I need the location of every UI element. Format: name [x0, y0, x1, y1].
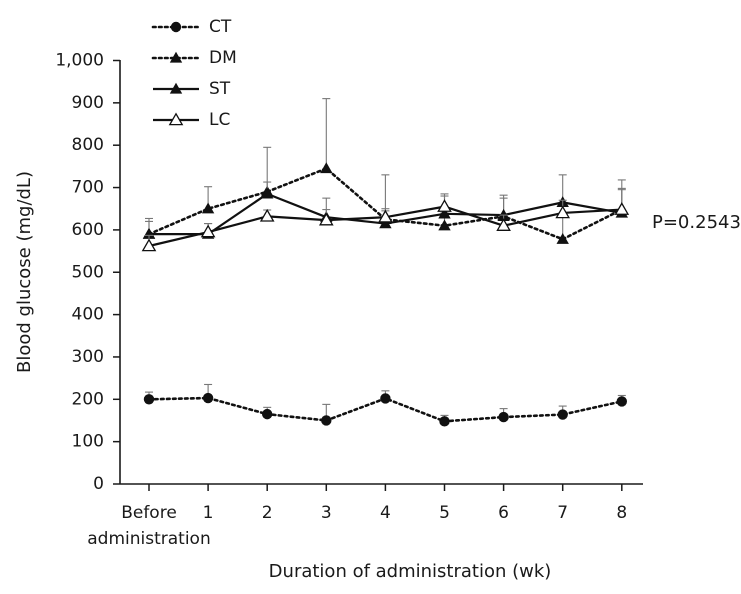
data-point-ct [202, 392, 214, 404]
data-point-ct [616, 396, 627, 407]
data-point-lc [318, 212, 334, 226]
data-point-lc [496, 218, 511, 231]
data-point-ct [498, 411, 509, 423]
data-point-st [261, 187, 274, 199]
data-point-ct [321, 415, 332, 426]
x-tick-label: administration [87, 529, 210, 549]
y-tick-label: 800 [72, 135, 104, 155]
data-point-ct [380, 393, 391, 404]
y-tick-label: 700 [72, 178, 104, 198]
data-point-dm [201, 202, 215, 214]
x-axis-title: Duration of administration (wk) [269, 561, 552, 582]
x-tick-label: 4 [380, 503, 391, 523]
y-tick-label: 100 [72, 432, 104, 452]
y-tick-label: 500 [72, 262, 104, 282]
series-layer [141, 98, 630, 427]
data-point-lc [614, 202, 630, 215]
data-point-ct [557, 409, 568, 420]
legend: CT DM ST LC [151, 17, 237, 130]
x-tick-label: 7 [557, 503, 568, 523]
legend-label-dm: DM [209, 48, 237, 68]
series-lc [141, 179, 630, 252]
data-point-ct [143, 394, 155, 405]
p-value-annotation: P=0.2543 [652, 212, 741, 233]
legend-marker-st [169, 82, 183, 94]
y-tick-label: 600 [72, 220, 104, 240]
legend-marker-dm [169, 51, 183, 63]
data-point-dm [556, 233, 569, 244]
y-tick-label: 900 [72, 93, 104, 113]
data-point-lc [200, 224, 216, 238]
legend-label-ct: CT [209, 17, 232, 37]
data-point-st [497, 208, 510, 220]
data-point-ct [262, 408, 273, 420]
x-tick-label: 5 [439, 503, 450, 523]
series-ct [143, 383, 627, 427]
data-point-ct [439, 416, 450, 427]
data-point-dm [438, 219, 451, 231]
legend-label-st: ST [209, 79, 231, 99]
x-tick-label: 6 [498, 503, 509, 523]
data-point-st [142, 227, 156, 239]
x-tick-label: 1 [203, 503, 214, 523]
y-axis-title: Blood glucose (mg/dL) [14, 171, 35, 373]
data-point-lc [259, 208, 275, 222]
y-tick-label: 400 [72, 305, 104, 325]
data-point-dm [320, 162, 333, 174]
data-point-lc [378, 209, 393, 223]
axes [119, 60, 643, 485]
legend-marker-lc [168, 112, 184, 126]
y-tick-label: 200 [72, 389, 104, 409]
y-tick-label: 1,000 [55, 51, 104, 71]
y-axis-ticks: 0 100 200 300 400 500 600 700 800 900 1,000 [55, 51, 120, 494]
y-tick-label: 0 [93, 474, 104, 494]
data-point-st [438, 207, 451, 219]
data-point-lc [437, 199, 452, 212]
data-point-lc [141, 238, 157, 252]
legend-marker-ct [170, 21, 182, 33]
x-tick-label: Before [121, 503, 177, 523]
legend-label-lc: LC [209, 110, 230, 130]
data-point-lc [555, 205, 571, 219]
x-tick-label: 2 [262, 503, 273, 523]
x-tick-label: 8 [616, 503, 627, 523]
x-tick-label: 3 [321, 503, 332, 523]
x-axis-ticks: Before administration 1 2 3 4 5 6 7 8 [87, 484, 627, 549]
y-tick-label: 300 [72, 347, 104, 367]
data-point-st [379, 217, 392, 229]
